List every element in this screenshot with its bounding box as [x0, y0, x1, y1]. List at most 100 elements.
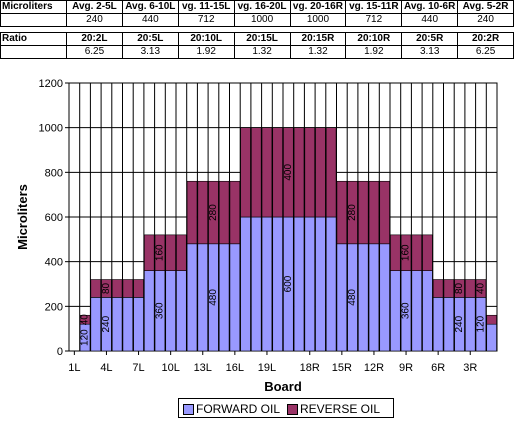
bar-reverse-oil	[79, 314, 91, 325]
avg-header: Avg. 10-6R	[401, 0, 459, 14]
legend-label-reverse: REVERSE OIL	[300, 402, 381, 416]
bar-reverse-oil	[101, 279, 112, 298]
chart-legend: FORWARD OIL REVERSE OIL	[178, 398, 394, 418]
bar-forward-oil	[315, 216, 326, 352]
data-label-forward: 240	[454, 315, 465, 332]
avg-header: Avg. 6-10L	[121, 0, 179, 14]
bar-reverse-oil	[272, 127, 283, 218]
data-label-forward: 480	[208, 289, 219, 306]
ratio-header: 20:15R	[289, 32, 347, 46]
bar-forward-oil	[443, 297, 455, 352]
bar-forward-oil	[176, 270, 187, 352]
bar-forward-oil	[379, 243, 390, 352]
bar-forward-oil	[251, 216, 262, 352]
bar-reverse-oil	[358, 180, 369, 245]
data-label-forward: 360	[401, 302, 412, 319]
ratio-header: 20:5R	[401, 32, 459, 46]
y-tick-label: 800	[45, 167, 63, 179]
microliters-value: 1000	[233, 13, 291, 27]
data-label-forward: 600	[283, 275, 294, 292]
bar-forward-oil	[336, 243, 348, 352]
bar-reverse-oil	[475, 279, 487, 298]
bar-forward-oil	[465, 297, 476, 352]
bar-forward-oil	[218, 243, 230, 352]
avg-header: Avg. 2-5L	[66, 0, 123, 14]
avg-header: vg. 11-15L	[177, 0, 235, 14]
bar-reverse-oil	[422, 234, 433, 271]
bar-forward-oil	[111, 297, 123, 352]
bar-reverse-oil	[251, 127, 262, 218]
data-label-reverse: 160	[401, 244, 412, 261]
microliters-label: Microliters	[0, 0, 67, 14]
ratio-value: 3.13	[121, 45, 179, 59]
bar-forward-oil	[325, 216, 337, 352]
bar-reverse-oil	[411, 234, 422, 271]
ratio-header: 20:10L	[177, 32, 235, 46]
microliters-value: 240	[66, 13, 123, 27]
legend-item-forward: FORWARD OIL	[183, 402, 280, 416]
bar-forward-oil	[197, 243, 208, 352]
bar-reverse-oil	[144, 234, 155, 271]
ratio-header: 20:2L	[66, 32, 123, 46]
bar-reverse-oil	[208, 180, 219, 245]
bar-reverse-oil	[454, 279, 465, 298]
ratio-header: 20:15L	[233, 32, 291, 46]
y-tick-label: 600	[45, 212, 63, 224]
data-label-forward: 360	[154, 302, 165, 319]
bar-forward-oil	[144, 270, 155, 352]
x-tick-label: 6R	[431, 362, 445, 374]
microliters-header-row: Microliters Avg. 2-5L Avg. 6-10L vg. 11-…	[0, 0, 514, 14]
microliters-value-row: 240 440 712 1000 1000 712 440 240	[0, 13, 514, 27]
bar-forward-oil	[293, 216, 305, 352]
microliters-value: 1000	[289, 13, 347, 27]
bar-reverse-oil	[379, 180, 390, 245]
data-label-reverse: 40	[475, 282, 486, 294]
bar-forward-oil	[368, 243, 380, 352]
bar-forward-oil	[358, 243, 369, 352]
bar-reverse-oil	[122, 279, 134, 298]
x-tick-label: 1L	[68, 362, 80, 374]
bar-forward-oil	[133, 297, 144, 352]
bar-reverse-oil	[176, 234, 187, 271]
bar-reverse-oil	[390, 234, 401, 271]
bar-forward-oil	[240, 216, 251, 352]
ratio-value: 6.25	[66, 45, 123, 59]
bar-reverse-oil	[133, 279, 144, 298]
data-label-reverse: 40	[80, 314, 91, 326]
microliters-value: 440	[121, 13, 179, 27]
ratio-header: 20:2R	[457, 32, 514, 46]
bar-reverse-oil	[154, 234, 166, 271]
bar-forward-oil	[229, 243, 241, 352]
bar-forward-oil	[186, 243, 198, 352]
x-tick-label: 9R	[399, 362, 413, 374]
bar-forward-oil	[90, 297, 101, 352]
bar-forward-oil	[411, 270, 422, 352]
y-tick-label: 400	[45, 257, 63, 269]
data-label-forward: 120	[475, 315, 486, 332]
bar-reverse-oil	[283, 127, 294, 218]
y-axis-title: Microliters	[15, 184, 30, 250]
data-label-forward: 480	[347, 289, 358, 306]
microliters-value: 440	[401, 13, 459, 27]
avg-header: vg. 20-16R	[289, 0, 347, 14]
x-tick-label: 19L	[258, 362, 276, 374]
bar-reverse-oil	[229, 180, 241, 245]
bar-reverse-oil	[186, 180, 198, 245]
x-tick-label: 7L	[132, 362, 144, 374]
bar-forward-oil	[165, 270, 176, 352]
data-label-reverse: 400	[283, 164, 294, 181]
x-tick-label: 4L	[100, 362, 112, 374]
bar-reverse-oil	[240, 127, 251, 218]
legend-swatch-reverse	[287, 404, 298, 416]
x-tick-label: 15R	[332, 362, 352, 374]
y-tick-label: 0	[57, 346, 63, 358]
bar-reverse-oil	[347, 180, 358, 245]
ratio-header: 20:5L	[121, 32, 179, 46]
ratio-value: 6.25	[457, 45, 514, 59]
bar-reverse-oil	[90, 279, 101, 298]
bar-forward-oil	[432, 297, 444, 352]
ratio-value-row: 6.25 3.13 1.92 1.32 1.32 1.92 3.13 6.25	[0, 45, 514, 59]
bar-reverse-oil	[368, 180, 380, 245]
stacked-bar-chart: 0 200 400 600 800 1000 1200 120 40 240 80 360 160 480…	[15, 78, 498, 394]
y-tick-label: 200	[45, 301, 63, 313]
